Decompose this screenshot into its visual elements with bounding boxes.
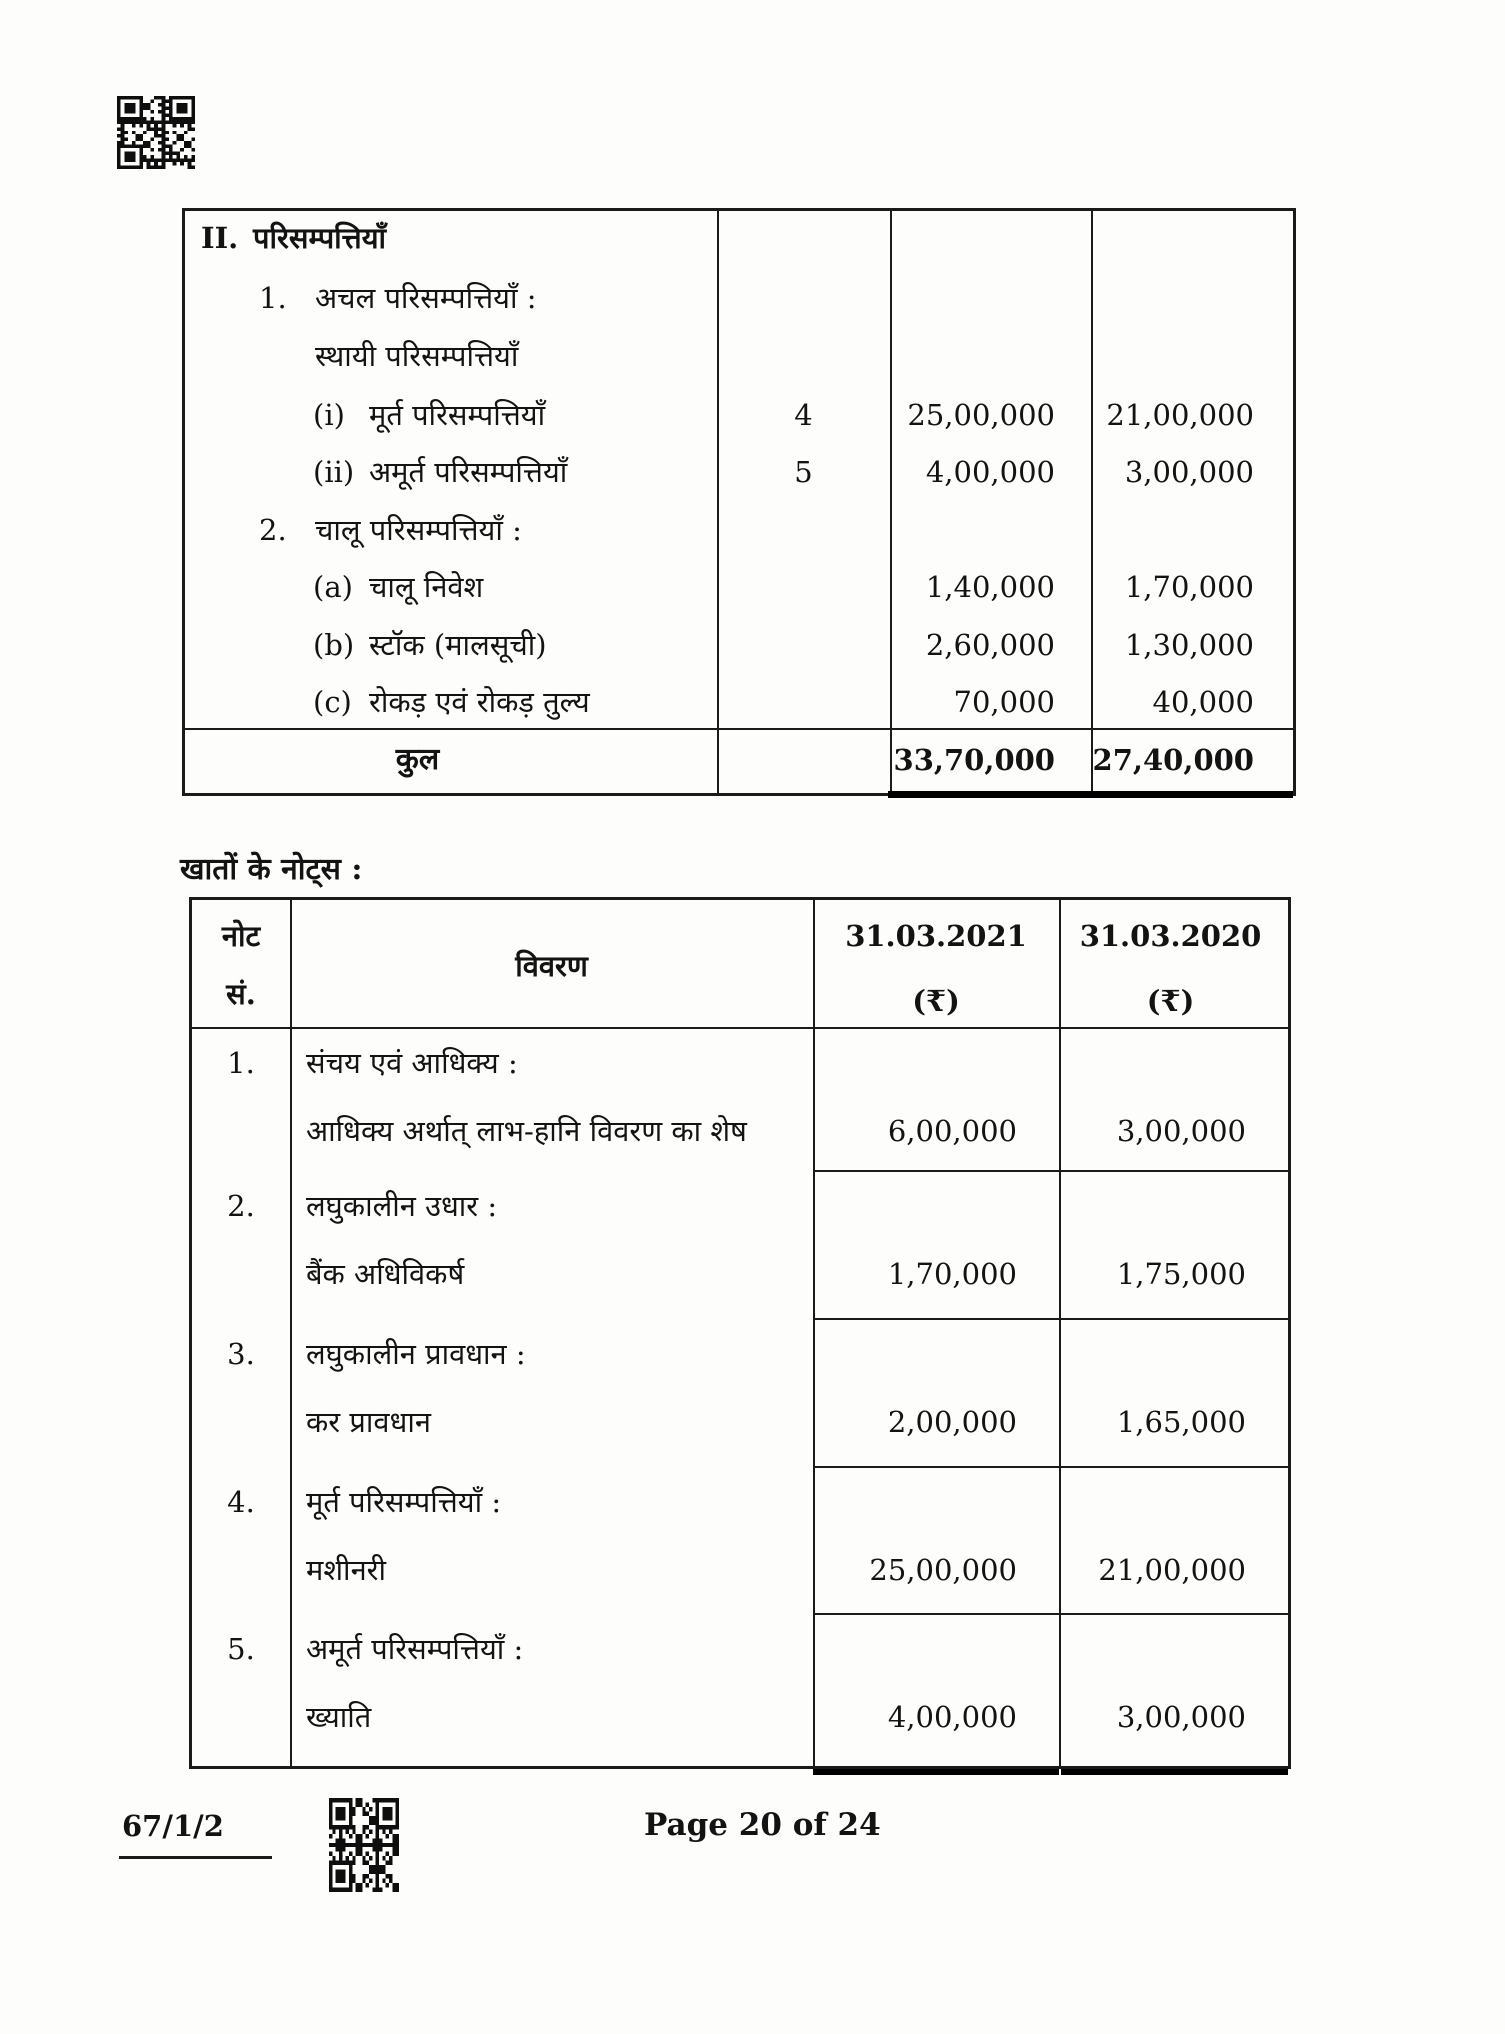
t2-noteno-col-divider <box>290 900 292 1766</box>
amount-2021: 2,60,000 <box>925 628 1055 662</box>
note-line1: मूर्त परिसम्पत्तियाँ : <box>306 1485 502 1519</box>
header-date-2021: 31.03.2021 <box>845 919 1027 953</box>
note-row-separator <box>813 1170 1288 1172</box>
note-line2: कर प्रावधान <box>306 1405 431 1439</box>
note-line2: बैंक अधिविकर्ष <box>306 1257 465 1291</box>
row-label: मूर्त परिसम्पत्तियाँ <box>369 398 546 432</box>
row-number: (c) <box>313 685 352 719</box>
paper-code-underline <box>119 1856 272 1859</box>
t2-2021-col-divider <box>813 900 815 1766</box>
note-line1: संचय एवं आधिक्य : <box>306 1046 518 1080</box>
row-number: (a) <box>313 570 353 604</box>
note-line1: अमूर्त परिसम्पत्तियाँ : <box>306 1632 524 1666</box>
assets-table: II. परिसम्पत्तियाँ 1. अचल परिसम्पत्तियाँ … <box>182 208 1296 798</box>
t1-2021-col-divider <box>890 211 892 793</box>
amount-2021: 70,000 <box>953 685 1055 719</box>
note-reference: 5 <box>794 455 813 489</box>
amount-2021: 2,00,000 <box>887 1405 1017 1439</box>
amount-2020: 21,00,000 <box>1106 398 1254 432</box>
total-amount-2020: 27,40,000 <box>1092 743 1254 777</box>
notes-table: नोट सं. विवरण 31.03.2021 (₹) 31.03.2020 … <box>189 897 1291 1775</box>
notes-heading: खातों के नोट्स : <box>180 852 363 887</box>
amount-2020: 3,00,000 <box>1116 1700 1246 1734</box>
note-row-separator <box>813 1466 1288 1468</box>
amount-2021: 25,00,000 <box>869 1553 1017 1587</box>
t1-total-separator <box>185 728 1293 730</box>
section-title: परिसम्पत्तियाँ <box>253 221 387 255</box>
header-note-no-line1: नोट <box>221 919 261 953</box>
header-note-no-line2: सं. <box>226 977 256 1011</box>
note-number: 3. <box>227 1337 255 1371</box>
row-number: (b) <box>313 628 355 662</box>
row-label: अमूर्त परिसम्पत्तियाँ <box>369 455 568 489</box>
note-row-separator <box>813 1318 1288 1320</box>
note-number: 1. <box>227 1046 255 1080</box>
amount-2020: 1,30,000 <box>1124 628 1254 662</box>
amount-2020: 1,75,000 <box>1116 1257 1246 1291</box>
t2-double-rule-2021 <box>813 1769 1059 1775</box>
amount-2020: 21,00,000 <box>1098 1553 1246 1587</box>
t1-double-rule-2021 <box>888 791 1093 798</box>
t2-2020-col-divider <box>1059 900 1061 1766</box>
amount-2021: 4,00,000 <box>887 1700 1017 1734</box>
row-label: स्थायी परिसम्पत्तियाँ <box>315 339 519 373</box>
row-label: अचल परिसम्पत्तियाँ : <box>315 281 537 315</box>
note-line1: लघुकालीन उधार : <box>306 1189 498 1223</box>
t1-note-col-divider <box>717 211 719 793</box>
note-line2: ख्याति <box>306 1700 372 1734</box>
amount-2021: 4,00,000 <box>925 455 1055 489</box>
row-label: चालू निवेश <box>369 570 484 604</box>
amount-2021: 1,70,000 <box>887 1257 1017 1291</box>
t1-double-rule-2020 <box>1093 791 1293 798</box>
note-number: 5. <box>227 1632 255 1666</box>
row-number: (i) <box>313 398 345 432</box>
header-particulars: विवरण <box>515 949 588 983</box>
section-number: II. <box>201 221 239 255</box>
note-line1: लघुकालीन प्रावधान : <box>306 1337 526 1371</box>
total-amount-2021: 33,70,000 <box>893 743 1055 777</box>
t1-2020-col-divider <box>1091 211 1093 793</box>
note-row-separator <box>813 1613 1288 1615</box>
note-reference: 4 <box>794 398 813 432</box>
row-label: चालू परिसम्पत्तियाँ : <box>315 513 522 547</box>
amount-2021: 25,00,000 <box>907 398 1055 432</box>
amount-2020: 3,00,000 <box>1124 455 1254 489</box>
t2-double-rule-2020 <box>1061 1769 1288 1775</box>
total-label: कुल <box>395 742 440 777</box>
row-number: 2. <box>259 513 287 547</box>
t2-header-separator <box>192 1027 1288 1029</box>
qr-code-footer-icon <box>329 1798 399 1892</box>
header-currency-2020: (₹) <box>1146 984 1195 1018</box>
amount-2020: 40,000 <box>1152 685 1254 719</box>
note-number: 4. <box>227 1485 255 1519</box>
amount-2021: 6,00,000 <box>887 1114 1017 1148</box>
qr-code-top-icon <box>117 96 195 169</box>
amount-2020: 1,65,000 <box>1116 1405 1246 1439</box>
note-number: 2. <box>227 1189 255 1223</box>
amount-2020: 1,70,000 <box>1124 570 1254 604</box>
amount-2021: 1,40,000 <box>925 570 1055 604</box>
row-label: रोकड़ एवं रोकड़ तुल्य <box>369 685 590 719</box>
row-number: 1. <box>259 281 287 315</box>
paper-code: 67/1/2 <box>122 1809 224 1843</box>
header-currency-2021: (₹) <box>912 984 960 1018</box>
page-number: Page 20 of 24 <box>644 1807 881 1843</box>
note-line2: आधिक्य अर्थात् लाभ-हानि विवरण का शेष <box>306 1114 747 1148</box>
row-label: स्टॉक (मालसूची) <box>369 628 547 662</box>
header-date-2020: 31.03.2020 <box>1079 919 1262 953</box>
amount-2020: 3,00,000 <box>1116 1114 1246 1148</box>
note-line2: मशीनरी <box>306 1553 387 1587</box>
row-number: (ii) <box>313 455 355 489</box>
